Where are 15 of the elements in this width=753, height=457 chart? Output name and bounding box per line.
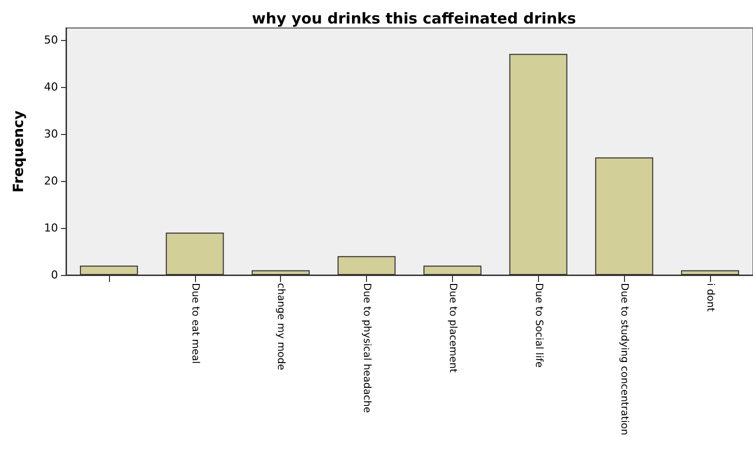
chart-title: why you drinks this caffeinated drinks [252,10,576,28]
y-tick-label: 40 [44,80,58,94]
x-tick-label: i dont [704,283,716,312]
x-tick-label: change my mode [275,283,286,370]
x-tick-label: Due to physical headache [361,283,372,413]
y-tick-label: 20 [44,174,58,188]
x-tick-label: Due to eat meal [189,283,200,364]
x-tick-label: Due to studying concentration [618,283,630,436]
y-tick-label: 10 [44,221,58,234]
y-tick-label: 50 [44,33,58,46]
x-tick-label: Due to Social life [532,283,544,368]
y-tick-label: 0 [51,268,58,282]
y-axis-title: Frequency [11,110,27,192]
x-tick-label: Due to placement [446,283,458,373]
y-tick-label: 30 [44,127,58,140]
